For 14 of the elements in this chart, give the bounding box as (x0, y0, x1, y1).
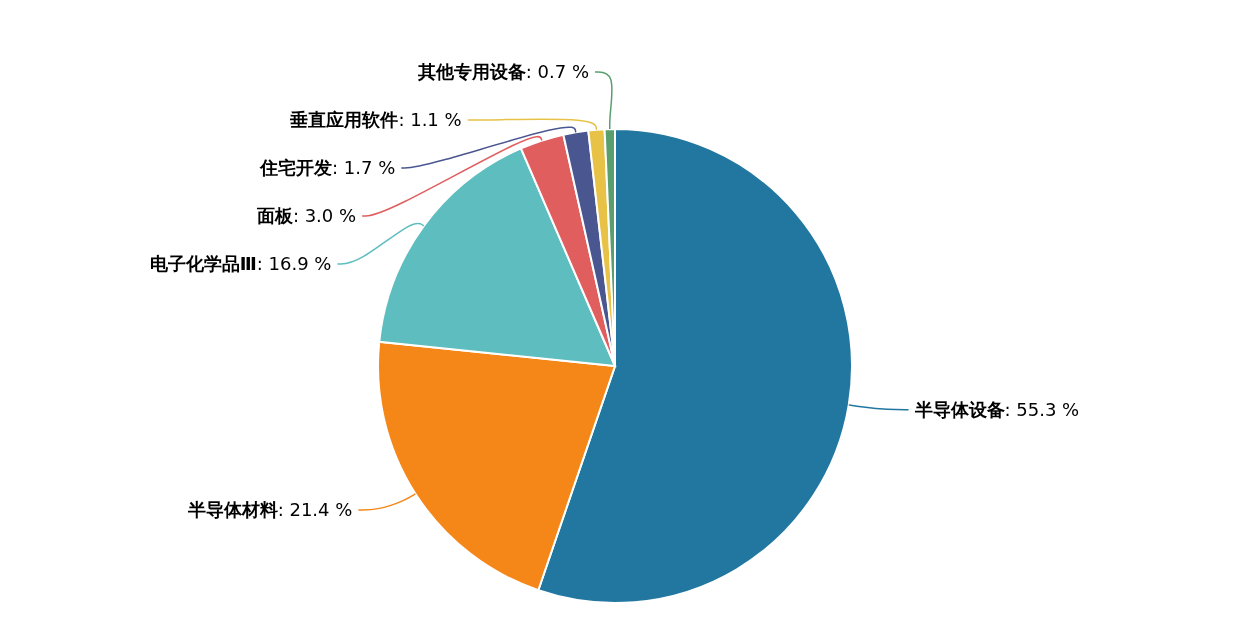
slice-label: 半导体材料 (186, 499, 278, 521)
slice-label: 垂直应用软件 (289, 109, 399, 131)
slice-label: 其他专用设备 (416, 61, 526, 83)
slice-label: 面板 (255, 205, 294, 227)
data-label: : 1.1 % (398, 109, 462, 131)
slice-label: 住宅开发 (259, 157, 333, 179)
data-label: : 55.3 % (1004, 399, 1080, 421)
data-label: : 21.4 % (277, 499, 353, 521)
data-label: : 0.7 % (525, 61, 589, 83)
slice-label: 电子化学品Ⅲ (149, 253, 257, 275)
data-label: : 3.0 % (292, 205, 357, 227)
slice-label: 半导体设备 (913, 399, 1005, 421)
data-label: : 16.9 % (256, 253, 332, 275)
data-label: : 1.7 % (332, 157, 396, 179)
